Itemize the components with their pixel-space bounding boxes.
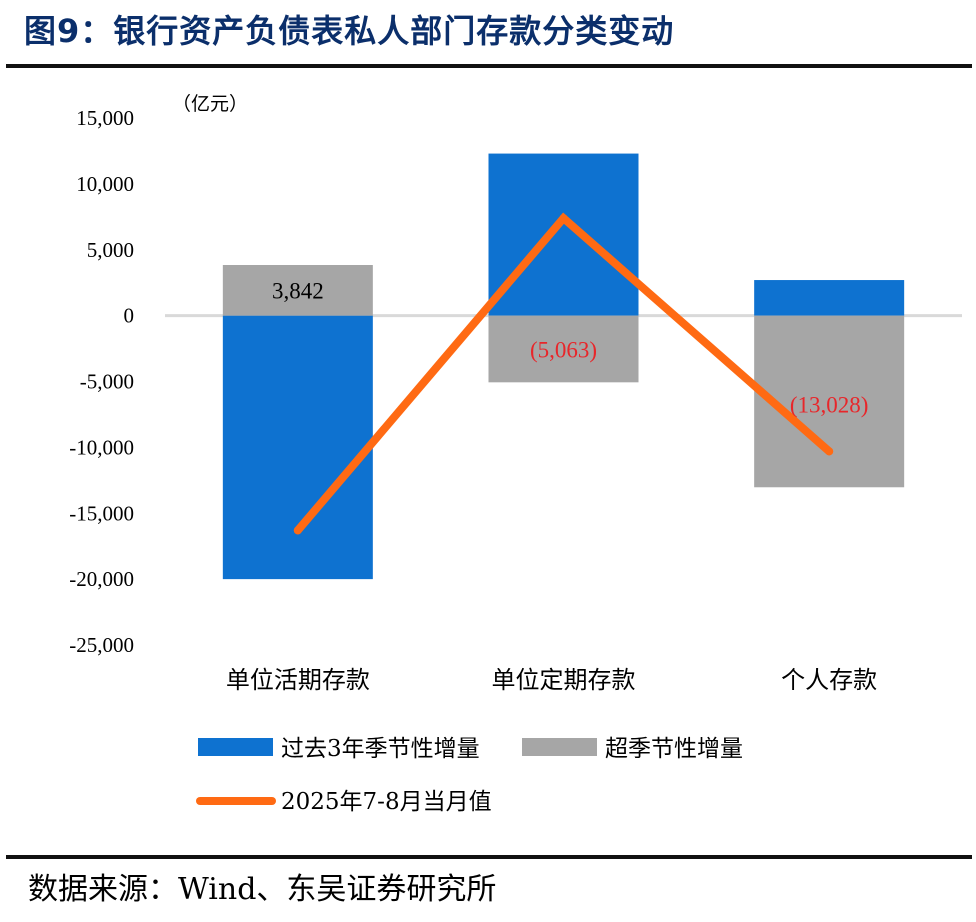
y-tick-label: 0 [124, 304, 135, 328]
unit-label: （亿元） [172, 93, 248, 115]
top-divider [6, 64, 972, 68]
legend: 过去3年季节性增量 超季节性增量 2025年7-8月当月值 [196, 736, 743, 815]
y-tick-label: -10,000 [69, 435, 134, 459]
y-tick-label: -20,000 [69, 567, 134, 591]
line-series [293, 212, 834, 535]
bottom-divider [6, 855, 972, 859]
bar [754, 280, 905, 316]
legend-label: 过去3年季节性增量 [281, 736, 480, 762]
legend-label: 超季节性增量 [605, 736, 743, 762]
y-tick-label: -15,000 [69, 501, 134, 525]
y-tick-label: 5,000 [87, 238, 134, 262]
data-labels: 3,842 (5,063) (13,028) [272, 278, 868, 417]
bar [222, 315, 373, 580]
data-label: (13,028) [790, 393, 869, 418]
x-category-label: 单位活期存款 [226, 666, 370, 694]
legend-swatch [522, 738, 597, 756]
source-note: 数据来源：Wind、东吴证券研究所 [28, 872, 497, 907]
bar [488, 153, 639, 316]
line-point [825, 447, 834, 456]
y-tick-label: -25,000 [69, 633, 134, 657]
chart-title: 图9：银行资产负债表私人部门存款分类变动 [24, 12, 675, 50]
y-tick-label: -5,000 [80, 370, 134, 394]
x-category-label: 个人存款 [781, 666, 877, 694]
x-category-label: 单位定期存款 [492, 666, 636, 694]
chart-canvas: （亿元） 15,000 10,000 5,000 0 -5,000 -10,000 -15,… [69, 93, 962, 815]
y-tick-label: 15,000 [76, 106, 134, 130]
line-point [293, 526, 302, 535]
legend-label: 2025年7-8月当月值 [281, 789, 492, 815]
line-point [559, 214, 568, 223]
data-label: 3,842 [272, 278, 324, 303]
y-tick-label: 10,000 [76, 172, 134, 196]
bar [488, 315, 639, 383]
bar [222, 265, 373, 316]
y-axis: 15,000 10,000 5,000 0 -5,000 -10,000 -15,000 -2… [69, 106, 134, 657]
bar [754, 315, 905, 488]
x-axis-categories: 单位活期存款 单位定期存款 个人存款 [226, 666, 877, 694]
bars [222, 153, 905, 580]
legend-swatch [198, 738, 273, 756]
data-label: (5,063) [530, 338, 597, 363]
